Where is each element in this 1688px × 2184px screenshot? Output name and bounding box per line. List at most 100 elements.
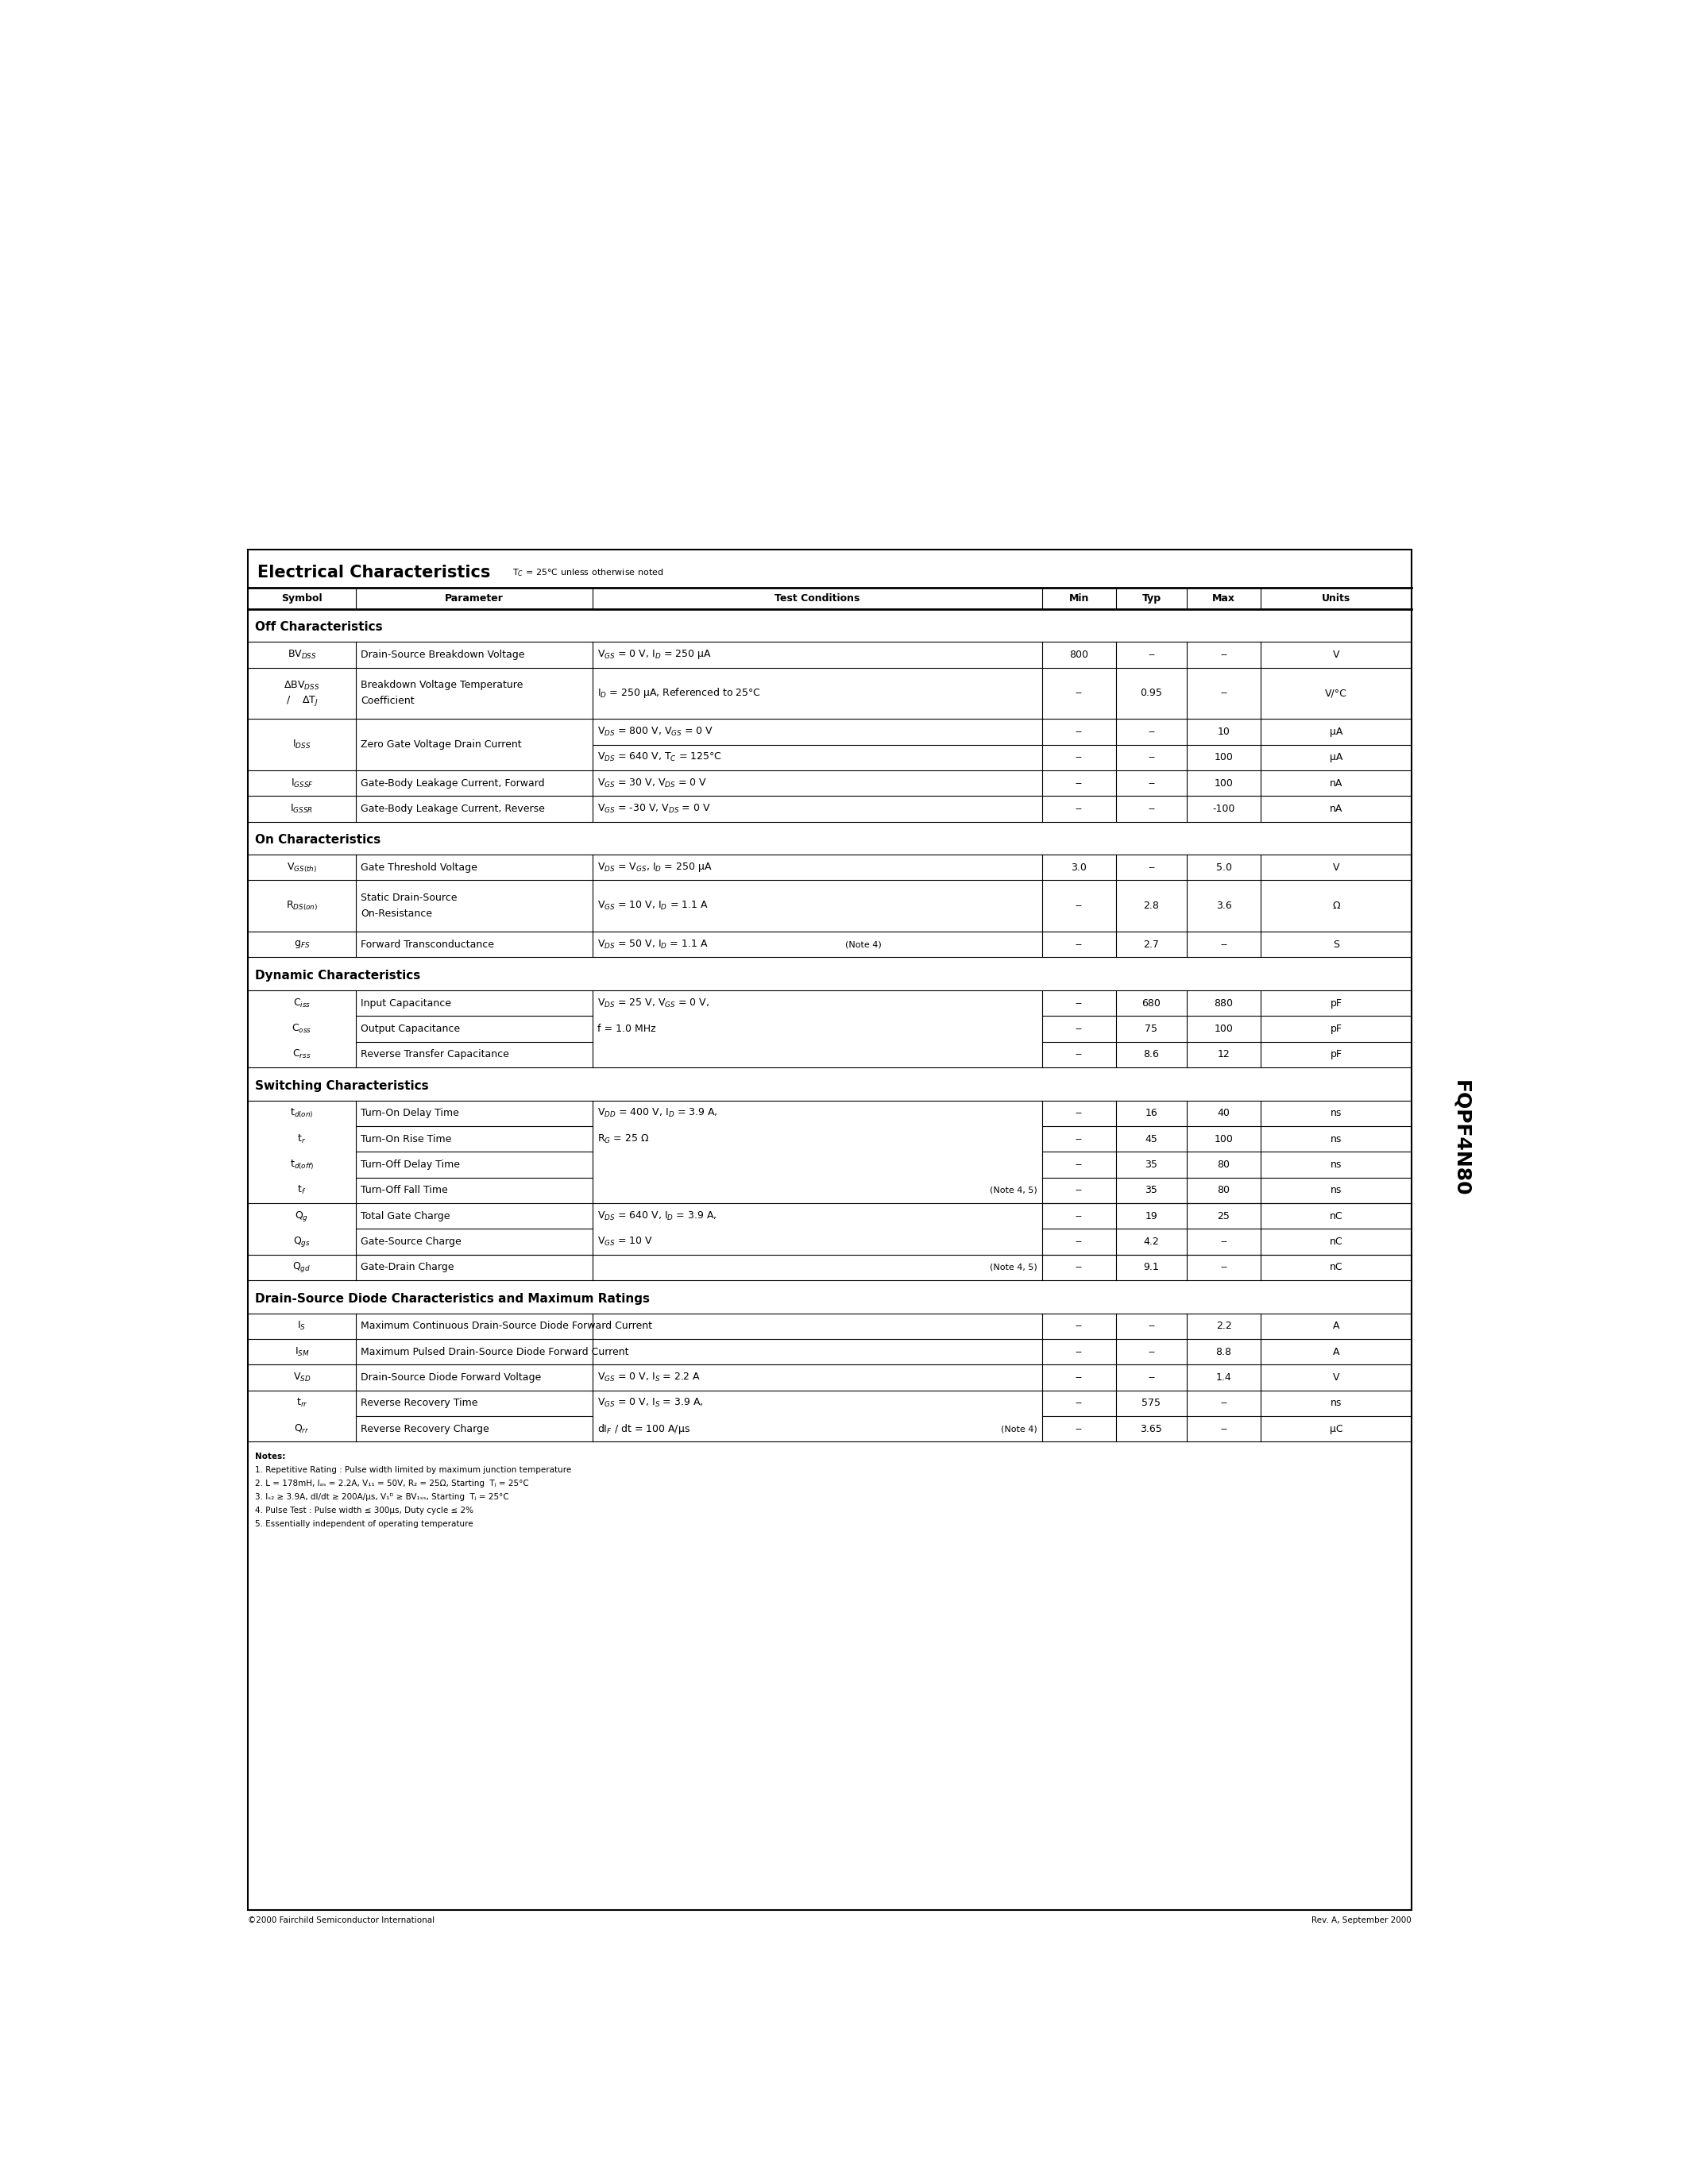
Text: t$_{rr}$: t$_{rr}$: [295, 1398, 307, 1409]
Text: 75: 75: [1144, 1024, 1158, 1033]
Bar: [248, 550, 1411, 1911]
Text: Zero Gate Voltage Drain Current: Zero Gate Voltage Drain Current: [361, 740, 522, 749]
Text: Total Gate Charge: Total Gate Charge: [361, 1210, 451, 1221]
Text: 800: 800: [1070, 649, 1089, 660]
Text: nA: nA: [1330, 804, 1342, 815]
Text: 3.6: 3.6: [1215, 900, 1232, 911]
Text: --: --: [1075, 1424, 1082, 1435]
Text: FQPF4N80: FQPF4N80: [1452, 1079, 1470, 1197]
Text: --: --: [1148, 804, 1155, 815]
Text: t$_r$: t$_r$: [297, 1133, 306, 1144]
Text: Turn-On Rise Time: Turn-On Rise Time: [361, 1133, 451, 1144]
Text: --: --: [1075, 1398, 1082, 1409]
Text: ©2000 Fairchild Semiconductor International: ©2000 Fairchild Semiconductor Internatio…: [248, 1918, 436, 1924]
Text: 2.8: 2.8: [1143, 900, 1160, 911]
Text: 80: 80: [1217, 1186, 1231, 1195]
Text: Q$_g$: Q$_g$: [295, 1210, 309, 1223]
Text: --: --: [1075, 1210, 1082, 1221]
Text: ΔBV$_{DSS}$: ΔBV$_{DSS}$: [284, 679, 319, 692]
Text: --: --: [1148, 863, 1155, 874]
Text: Off Characteristics: Off Characteristics: [255, 620, 383, 633]
Text: Electrical Characteristics: Electrical Characteristics: [257, 566, 490, 581]
Text: V: V: [1334, 863, 1340, 874]
Text: 45: 45: [1144, 1133, 1158, 1144]
Text: V$_{GS}$ = 10 V: V$_{GS}$ = 10 V: [598, 1236, 653, 1247]
Text: --: --: [1220, 1398, 1227, 1409]
Text: t$_{d(on)}$: t$_{d(on)}$: [290, 1107, 314, 1120]
Text: 3. Iₛ₂ ≥ 3.9A, dI/dt ≥ 200A/μs, V₁ᴰ ≥ BV₁ₛₛ, Starting  Tⱼ = 25°C: 3. Iₛ₂ ≥ 3.9A, dI/dt ≥ 200A/μs, V₁ᴰ ≥ BV…: [255, 1494, 510, 1500]
Text: S: S: [1334, 939, 1339, 950]
Text: 680: 680: [1141, 998, 1161, 1009]
Text: Ω: Ω: [1332, 900, 1340, 911]
Text: Q$_{rr}$: Q$_{rr}$: [294, 1422, 309, 1435]
Text: --: --: [1075, 778, 1082, 788]
Text: 2.7: 2.7: [1143, 939, 1160, 950]
Text: BV$_{DSS}$: BV$_{DSS}$: [287, 649, 316, 662]
Text: R$_{DS(on)}$: R$_{DS(on)}$: [285, 900, 317, 913]
Text: --: --: [1220, 1424, 1227, 1435]
Text: On-Resistance: On-Resistance: [361, 909, 432, 919]
Text: V$_{DS}$ = 640 V, T$_C$ = 125°C: V$_{DS}$ = 640 V, T$_C$ = 125°C: [598, 751, 722, 764]
Text: V$_{GS}$ = 30 V, V$_{DS}$ = 0 V: V$_{GS}$ = 30 V, V$_{DS}$ = 0 V: [598, 778, 707, 788]
Text: --: --: [1075, 1107, 1082, 1118]
Text: nC: nC: [1330, 1210, 1342, 1221]
Text: --: --: [1075, 900, 1082, 911]
Text: pF: pF: [1330, 998, 1342, 1009]
Text: -100: -100: [1212, 804, 1236, 815]
Text: 100: 100: [1214, 1024, 1234, 1033]
Text: pF: pF: [1330, 1051, 1342, 1059]
Text: --: --: [1220, 1262, 1227, 1273]
Text: (Note 4, 5): (Note 4, 5): [989, 1186, 1036, 1195]
Text: 2. L = 178mH, Iₐₛ = 2.2A, V₁₁ = 50V, R₂ = 25Ω, Starting  Tⱼ = 25°C: 2. L = 178mH, Iₐₛ = 2.2A, V₁₁ = 50V, R₂ …: [255, 1479, 528, 1487]
Text: Gate-Body Leakage Current, Forward: Gate-Body Leakage Current, Forward: [361, 778, 545, 788]
Text: Coefficient: Coefficient: [361, 697, 414, 705]
Text: 5. Essentially independent of operating temperature: 5. Essentially independent of operating …: [255, 1520, 473, 1529]
Text: V$_{GS}$ = 0 V, I$_S$ = 2.2 A: V$_{GS}$ = 0 V, I$_S$ = 2.2 A: [598, 1372, 701, 1382]
Text: C$_{iss}$: C$_{iss}$: [294, 998, 311, 1009]
Text: Gate-Source Charge: Gate-Source Charge: [361, 1236, 461, 1247]
Text: --: --: [1220, 688, 1227, 699]
Text: Gate Threshold Voltage: Gate Threshold Voltage: [361, 863, 478, 874]
Text: --: --: [1075, 939, 1082, 950]
Text: 80: 80: [1217, 1160, 1231, 1171]
Text: Reverse Recovery Charge: Reverse Recovery Charge: [361, 1424, 490, 1435]
Text: --: --: [1148, 649, 1155, 660]
Text: f = 1.0 MHz: f = 1.0 MHz: [598, 1024, 657, 1033]
Text: 10: 10: [1217, 727, 1231, 736]
Text: I$_{DSS}$: I$_{DSS}$: [292, 738, 311, 751]
Text: V$_{DD}$ = 400 V, I$_D$ = 3.9 A,: V$_{DD}$ = 400 V, I$_D$ = 3.9 A,: [598, 1107, 717, 1120]
Text: 16: 16: [1144, 1107, 1158, 1118]
Text: nA: nA: [1330, 778, 1342, 788]
Text: Test Conditions: Test Conditions: [775, 592, 861, 603]
Text: V$_{GS}$ = 0 V, I$_D$ = 250 μA: V$_{GS}$ = 0 V, I$_D$ = 250 μA: [598, 649, 712, 662]
Text: On Characteristics: On Characteristics: [255, 834, 381, 845]
Text: ns: ns: [1330, 1133, 1342, 1144]
Text: μA: μA: [1330, 751, 1342, 762]
Text: Q$_{gd}$: Q$_{gd}$: [292, 1260, 311, 1273]
Text: --: --: [1075, 1321, 1082, 1332]
Text: Units: Units: [1322, 592, 1350, 603]
Text: 8.6: 8.6: [1143, 1051, 1160, 1059]
Text: 1.4: 1.4: [1215, 1372, 1232, 1382]
Text: Turn-Off Fall Time: Turn-Off Fall Time: [361, 1186, 447, 1195]
Text: A: A: [1334, 1321, 1340, 1332]
Text: I$_D$ = 250 μA, Referenced to 25°C: I$_D$ = 250 μA, Referenced to 25°C: [598, 686, 761, 699]
Text: Input Capacitance: Input Capacitance: [361, 998, 451, 1009]
Text: Max: Max: [1212, 592, 1236, 603]
Text: 9.1: 9.1: [1143, 1262, 1160, 1273]
Text: --: --: [1075, 688, 1082, 699]
Text: (Note 4): (Note 4): [846, 941, 881, 948]
Text: V$_{DS}$ = 25 V, V$_{GS}$ = 0 V,: V$_{DS}$ = 25 V, V$_{GS}$ = 0 V,: [598, 998, 709, 1009]
Text: 880: 880: [1214, 998, 1234, 1009]
Text: Reverse Recovery Time: Reverse Recovery Time: [361, 1398, 478, 1409]
Text: --: --: [1075, 1024, 1082, 1033]
Text: --: --: [1075, 1186, 1082, 1195]
Text: --: --: [1220, 649, 1227, 660]
Text: 1. Repetitive Rating : Pulse width limited by maximum junction temperature: 1. Repetitive Rating : Pulse width limit…: [255, 1465, 572, 1474]
Text: (Note 4): (Note 4): [1001, 1424, 1036, 1433]
Text: --: --: [1148, 778, 1155, 788]
Text: --: --: [1148, 1321, 1155, 1332]
Text: Parameter: Parameter: [446, 592, 503, 603]
Text: 4.2: 4.2: [1143, 1236, 1160, 1247]
Text: V$_{DS}$ = 800 V, V$_{GS}$ = 0 V: V$_{DS}$ = 800 V, V$_{GS}$ = 0 V: [598, 725, 714, 738]
